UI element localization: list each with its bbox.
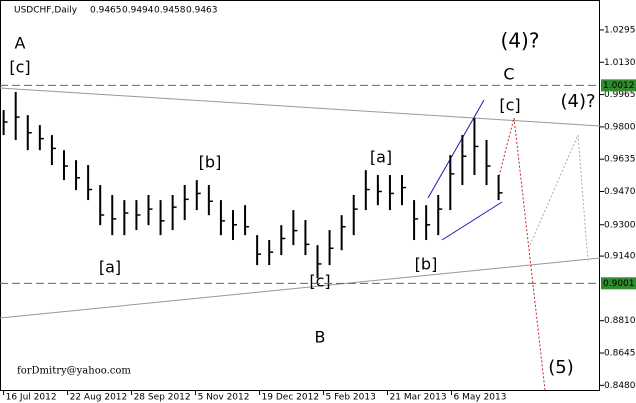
wave-label: C — [503, 65, 514, 84]
y-tick-label: 1.0295 — [604, 25, 636, 35]
y-tick-label: 0.9140 — [604, 252, 636, 262]
annotations: A [c] [b] [a] [c] B [a] [b] [c] C (4)? (… — [9, 29, 595, 379]
y-tick-label: 0.9635 — [604, 155, 636, 165]
projection — [497, 117, 546, 391]
watermark: forDmitry@yahoo.com — [17, 366, 131, 377]
wedge-line — [441, 201, 503, 241]
plot-frame — [0, 0, 600, 391]
quote-low: 0.9458 — [154, 6, 186, 16]
x-tick-label: 19 Dec 2012 — [262, 393, 320, 403]
y-tick-label: 1.0130 — [604, 58, 636, 68]
y-tick-label: 0.8480 — [604, 381, 636, 391]
x-tick-label: 5 Nov 2012 — [198, 393, 250, 403]
y-tick-label: 0.9300 — [604, 220, 636, 230]
wave-label: [c] — [309, 272, 330, 291]
wave-label: (4)? — [501, 29, 540, 53]
y-tick-label: 0.9965 — [604, 90, 636, 100]
wave-label: (5) — [548, 357, 574, 378]
wedge-line — [427, 99, 485, 199]
trend-line — [0, 87, 601, 127]
x-tick-label: 16 Jul 2012 — [6, 393, 57, 403]
wave-label: [b] — [199, 153, 222, 172]
quote-high: 0.9494 — [122, 6, 154, 16]
wave-label: [b] — [415, 255, 438, 274]
level-box — [601, 79, 636, 92]
wave-label: A — [15, 34, 26, 53]
quote-open: 0.9465 — [90, 6, 122, 16]
wave-label: [a] — [370, 148, 392, 167]
wave-label: B — [315, 328, 326, 347]
projection — [529, 134, 589, 263]
x-tick-label: 21 Mar 2013 — [390, 393, 447, 403]
y-tick-label: 0.8810 — [604, 316, 636, 326]
level-label: 0.9001 — [603, 279, 635, 289]
x-tick-label: 6 May 2013 — [454, 393, 507, 403]
y-tick-label: 0.8645 — [604, 349, 636, 359]
trend-line — [0, 257, 601, 319]
wave-label: (4)? — [560, 91, 595, 112]
wave-label: [a] — [99, 258, 121, 277]
quote-close: 0.9463 — [186, 6, 218, 16]
wave-label: [c] — [499, 96, 520, 115]
symbol: USDCHF,Daily — [14, 6, 78, 16]
level-label: 1.0012 — [603, 81, 635, 91]
x-tick-label: 28 Sep 2012 — [134, 393, 191, 403]
y-tick-label: 0.9800 — [604, 122, 636, 132]
y-tick-label: 0.9470 — [604, 187, 636, 197]
x-tick-label: 22 Aug 2012 — [70, 393, 128, 403]
wave-label: [c] — [9, 58, 30, 77]
level-box — [601, 277, 636, 290]
x-tick-label: 5 Feb 2013 — [326, 393, 376, 403]
